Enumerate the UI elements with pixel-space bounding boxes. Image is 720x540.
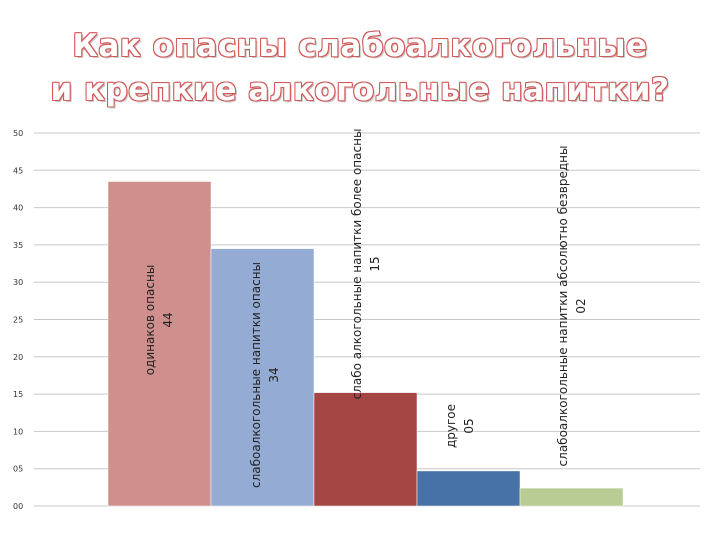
data-label-category: слабо алкогольные напитки более опасны bbox=[350, 129, 364, 400]
y-tick-label: 10 bbox=[13, 427, 23, 436]
y-tick-label: 25 bbox=[13, 316, 23, 325]
slide-title-line-1: Как опасны слабоалкогольные bbox=[72, 28, 648, 64]
data-label-category: слабоалкогольные напитки опасны bbox=[249, 262, 263, 488]
data-label-category: другое bbox=[444, 404, 458, 448]
bar bbox=[210, 248, 315, 507]
data-label-group: слабо алкогольные напитки более опасны 15 bbox=[350, 129, 382, 400]
data-label-group: одинаков опасны 44 bbox=[143, 265, 175, 376]
data-label-value: 02 bbox=[574, 298, 588, 313]
bar bbox=[416, 470, 521, 507]
slide-title-line-2: и крепкие алкогольные напитки? bbox=[50, 72, 670, 108]
y-tick-label: 20 bbox=[13, 353, 23, 362]
data-label-value: 44 bbox=[161, 312, 175, 327]
data-label-category: одинаков опасны bbox=[143, 265, 157, 376]
bar bbox=[107, 181, 212, 507]
y-tick-label: 45 bbox=[13, 166, 23, 175]
data-label-group: слабоалкогольные напитки абсолютно безвр… bbox=[556, 146, 588, 467]
y-tick-label: 40 bbox=[13, 204, 23, 213]
y-tick-label: 15 bbox=[13, 390, 23, 399]
data-label-value: 34 bbox=[267, 367, 281, 382]
data-label-value: 05 bbox=[462, 418, 476, 433]
data-label-group: другое 05 bbox=[444, 404, 476, 448]
bar bbox=[313, 392, 418, 507]
y-tick-label: 30 bbox=[13, 278, 23, 287]
data-label-group: слабоалкогольные напитки опасны 34 bbox=[249, 262, 281, 488]
y-tick-label: 00 bbox=[13, 502, 23, 511]
data-label-category: слабоалкогольные напитки абсолютно безвр… bbox=[556, 146, 570, 467]
y-tick-label: 05 bbox=[13, 465, 23, 474]
bar bbox=[519, 487, 624, 507]
y-tick-label: 50 bbox=[13, 129, 23, 138]
data-label-value: 15 bbox=[368, 256, 382, 271]
y-tick-label: 35 bbox=[13, 241, 23, 250]
